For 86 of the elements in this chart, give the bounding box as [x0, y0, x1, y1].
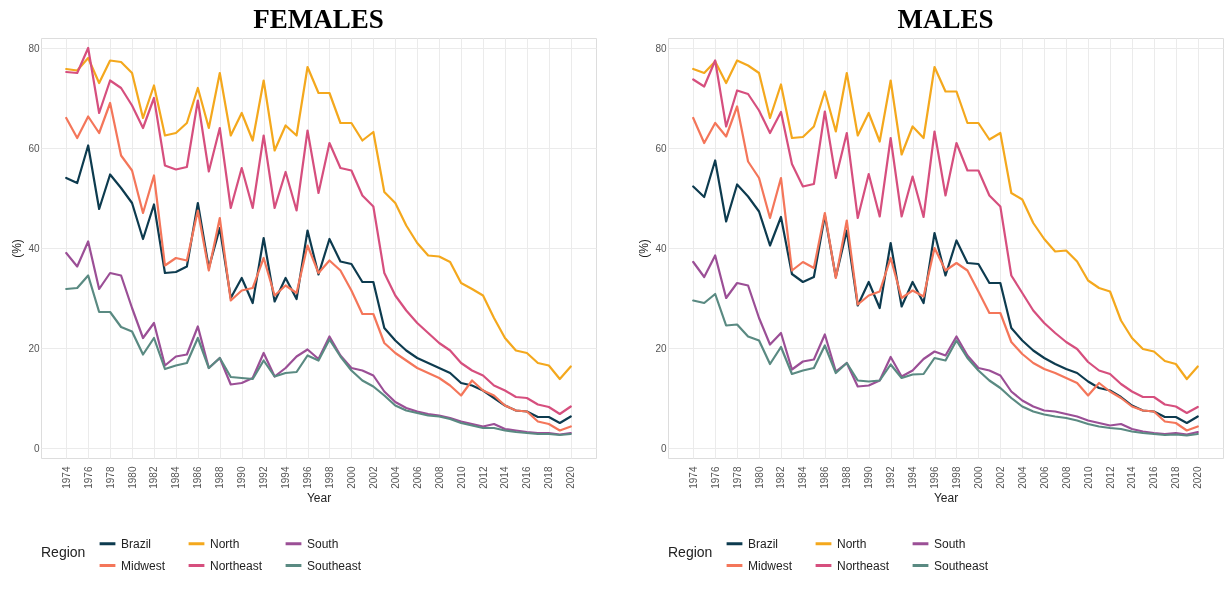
legend-label: Brazil — [121, 536, 152, 551]
y-axis-title: (%) — [637, 239, 652, 258]
x-tick-label: 2006 — [411, 466, 423, 489]
y-tick-label: 40 — [655, 242, 667, 254]
x-tick-label: 1996 — [302, 466, 314, 489]
chart-title: FEMALES — [253, 4, 384, 34]
x-tick-label: 1984 — [797, 466, 809, 489]
legend-label: Brazil — [748, 536, 779, 551]
legend-label: Northeast — [837, 558, 890, 573]
legend-label: North — [210, 536, 240, 551]
x-tick-label: 1998 — [323, 466, 335, 489]
x-tick-label: 2004 — [389, 466, 401, 489]
x-tick-label: 1994 — [280, 466, 292, 489]
x-tick-label: 2006 — [1038, 466, 1050, 489]
x-tick-label: 2008 — [433, 466, 445, 489]
y-tick-label: 40 — [28, 242, 40, 254]
legend-label: Midwest — [121, 558, 166, 573]
legend-label: Southeast — [307, 558, 362, 573]
x-tick-label: 2002 — [994, 466, 1006, 489]
y-tick-label: 20 — [28, 342, 40, 354]
line-series — [692, 254, 1199, 436]
x-tick-label: 1974 — [687, 466, 699, 489]
x-tick-label: 1980 — [753, 466, 765, 489]
line-series — [65, 144, 572, 425]
x-tick-label: 1994 — [907, 466, 919, 489]
y-tick-label: 80 — [655, 42, 667, 54]
legend-label: South — [934, 536, 966, 551]
line-series — [65, 240, 572, 436]
x-tick-label: 2000 — [972, 466, 984, 489]
x-tick-label: 2018 — [543, 466, 555, 489]
legend-label: South — [307, 536, 339, 551]
x-tick-label: 2002 — [367, 466, 379, 489]
x-tick-label: 2012 — [477, 466, 489, 489]
x-tick-label: 1992 — [885, 466, 897, 489]
x-tick-label: 2010 — [455, 466, 467, 489]
legend-label: Northeast — [210, 558, 263, 573]
x-tick-label: 1988 — [841, 466, 853, 489]
y-tick-label: 0 — [33, 442, 40, 454]
y-axis-title: (%) — [10, 239, 25, 258]
x-tick-label: 2016 — [1148, 466, 1160, 489]
x-tick-label: 1986 — [819, 466, 831, 489]
x-tick-label: 1990 — [863, 466, 875, 489]
x-tick-label: 2000 — [345, 466, 357, 489]
x-tick-label: 2012 — [1104, 466, 1116, 489]
line-series — [65, 274, 572, 437]
x-tick-label: 1976 — [709, 466, 721, 489]
x-tick-label: 1978 — [104, 466, 116, 489]
legend-title: Region — [668, 544, 713, 560]
x-tick-label: 1980 — [126, 466, 138, 489]
x-tick-label: 1974 — [60, 466, 72, 489]
x-axis-title: Year — [306, 490, 332, 505]
x-tick-label: 2020 — [565, 466, 577, 489]
x-tick-label: 1976 — [82, 466, 94, 489]
legend-label: North — [837, 536, 867, 551]
x-tick-label: 1978 — [731, 466, 743, 489]
legend-label: Southeast — [934, 558, 989, 573]
x-tick-label: 2014 — [499, 466, 511, 489]
x-tick-label: 1984 — [170, 466, 182, 489]
x-tick-label: 1992 — [258, 466, 270, 489]
line-series — [692, 105, 1199, 432]
x-tick-label: 1988 — [214, 466, 226, 489]
legend-title: Region — [41, 544, 86, 560]
x-tick-label: 2004 — [1016, 466, 1028, 489]
x-tick-label: 2010 — [1082, 466, 1094, 489]
x-tick-label: 1986 — [192, 466, 204, 489]
x-tick-label: 1998 — [950, 466, 962, 489]
x-tick-label: 2020 — [1192, 466, 1204, 489]
y-tick-label: 80 — [28, 42, 40, 54]
x-tick-label: 1996 — [929, 466, 941, 489]
x-axis-title: Year — [933, 490, 959, 505]
y-tick-label: 60 — [655, 142, 667, 154]
x-tick-label: 2014 — [1126, 466, 1138, 489]
x-tick-label: 1990 — [236, 466, 248, 489]
line-series — [692, 159, 1199, 425]
line-series — [65, 101, 572, 432]
x-tick-label: 1982 — [148, 466, 160, 489]
y-tick-label: 0 — [660, 442, 667, 454]
x-tick-label: 2018 — [1170, 466, 1182, 489]
chart-title: MALES — [897, 4, 994, 34]
x-tick-label: 1982 — [775, 466, 787, 489]
x-tick-label: 2008 — [1060, 466, 1072, 489]
x-tick-label: 2016 — [521, 466, 533, 489]
y-tick-label: 20 — [655, 342, 667, 354]
line-series — [692, 292, 1199, 437]
legend-label: Midwest — [748, 558, 793, 573]
y-tick-label: 60 — [28, 142, 40, 154]
